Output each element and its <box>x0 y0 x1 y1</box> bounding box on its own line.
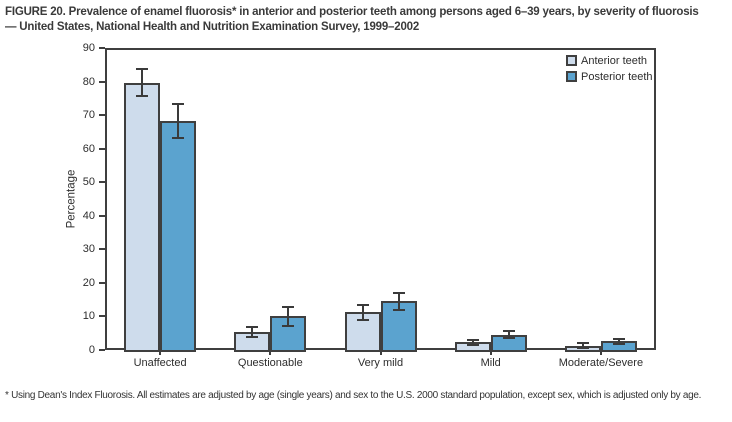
figure-title: FIGURE 20. Prevalence of enamel fluorosi… <box>5 6 699 34</box>
error-bar-cap-bottom <box>136 95 149 98</box>
error-bar-cap-bottom <box>282 324 295 327</box>
error-bar-line <box>471 339 474 345</box>
y-axis-tick-label: 0 <box>88 344 95 356</box>
legend-row: Anterior teeth <box>566 54 653 67</box>
y-axis-tick <box>99 147 105 150</box>
x-axis-category-label: Mild <box>480 357 501 369</box>
y-axis-tick <box>99 214 105 217</box>
error-bar-cap-top <box>392 291 405 294</box>
error-bar-cap-bottom <box>246 335 259 338</box>
footnote-marker: * <box>5 390 9 401</box>
error-bar-cap-top <box>612 337 625 340</box>
legend: Anterior teeth Posterior teeth <box>566 54 653 83</box>
error-bar-cap-top <box>576 341 589 344</box>
x-axis-tick <box>379 350 382 355</box>
y-axis-tick-label: 20 <box>82 276 95 289</box>
y-axis-tick-label: 60 <box>82 142 95 155</box>
bar-anterior-teeth-0 <box>124 82 161 352</box>
error-bar-cap-bottom <box>356 318 369 321</box>
error-bar-line <box>141 69 144 97</box>
x-axis-category-label: Very mild <box>357 357 404 369</box>
error-bar-cap-bottom <box>576 347 589 350</box>
y-axis-tick <box>99 80 105 83</box>
y-axis-tick <box>99 315 105 318</box>
error-bar-cap-top <box>282 305 295 308</box>
error-bar-cap-top <box>356 304 369 307</box>
plot-box <box>105 48 656 350</box>
x-axis-category-label: Questionable <box>237 357 303 369</box>
y-axis-tick-label: 40 <box>82 209 95 222</box>
bar-posterior-teeth-0 <box>160 121 197 352</box>
error-bar-line <box>507 330 510 339</box>
chart-area: Percentage Anterior teeth Posterior teeth… <box>65 42 656 369</box>
y-axis-tick <box>99 114 105 117</box>
error-bar-line <box>581 342 584 349</box>
error-bar-line <box>361 305 364 320</box>
error-bar-line <box>177 104 180 138</box>
error-bar-cap-bottom <box>502 337 515 340</box>
y-axis-tick <box>99 349 105 351</box>
error-bar-line <box>251 326 254 337</box>
legend-swatch-icon <box>566 71 577 82</box>
error-bar-cap-bottom <box>466 343 479 346</box>
error-bar-cap-top <box>246 325 259 328</box>
error-bar-cap-top <box>466 338 479 341</box>
y-axis-tick-label: 30 <box>82 243 95 256</box>
y-axis-tick-label: 80 <box>82 75 95 88</box>
x-axis-category-label: Moderate/Severe <box>558 357 644 369</box>
footnote-text: Using Dean's Index Fluorosis. All estima… <box>11 390 702 401</box>
error-bar-line <box>287 306 290 326</box>
error-bar-line <box>617 338 620 344</box>
y-axis-tick <box>99 281 105 284</box>
legend-swatch-icon <box>566 55 577 66</box>
legend-label: Anterior teeth <box>581 54 648 67</box>
error-bar-line <box>397 292 400 310</box>
error-bar-cap-top <box>172 103 185 106</box>
x-axis-tick <box>269 350 272 355</box>
error-bar-cap-top <box>136 68 149 71</box>
error-bar-cap-bottom <box>392 308 405 311</box>
error-bar-cap-top <box>502 329 515 332</box>
x-axis-category-label: Unaffected <box>133 357 187 369</box>
x-axis-tick <box>489 350 492 355</box>
footnote: * Using Dean's Index Fluorosis. All esti… <box>5 389 732 403</box>
x-axis-tick <box>599 350 602 355</box>
legend-label: Posterior teeth <box>581 70 653 83</box>
y-axis-tick-label: 10 <box>82 310 95 323</box>
error-bar-cap-bottom <box>172 136 185 139</box>
y-axis-tick-label: 90 <box>82 42 95 54</box>
legend-row: Posterior teeth <box>566 70 653 83</box>
y-axis-tick-label: 50 <box>82 176 95 189</box>
y-axis-tick-label: 70 <box>82 109 95 122</box>
y-axis-tick <box>99 181 105 184</box>
error-bar-cap-bottom <box>612 342 625 345</box>
y-axis-tick <box>99 248 105 251</box>
y-axis-tick <box>99 47 105 49</box>
x-axis-tick <box>159 350 162 355</box>
